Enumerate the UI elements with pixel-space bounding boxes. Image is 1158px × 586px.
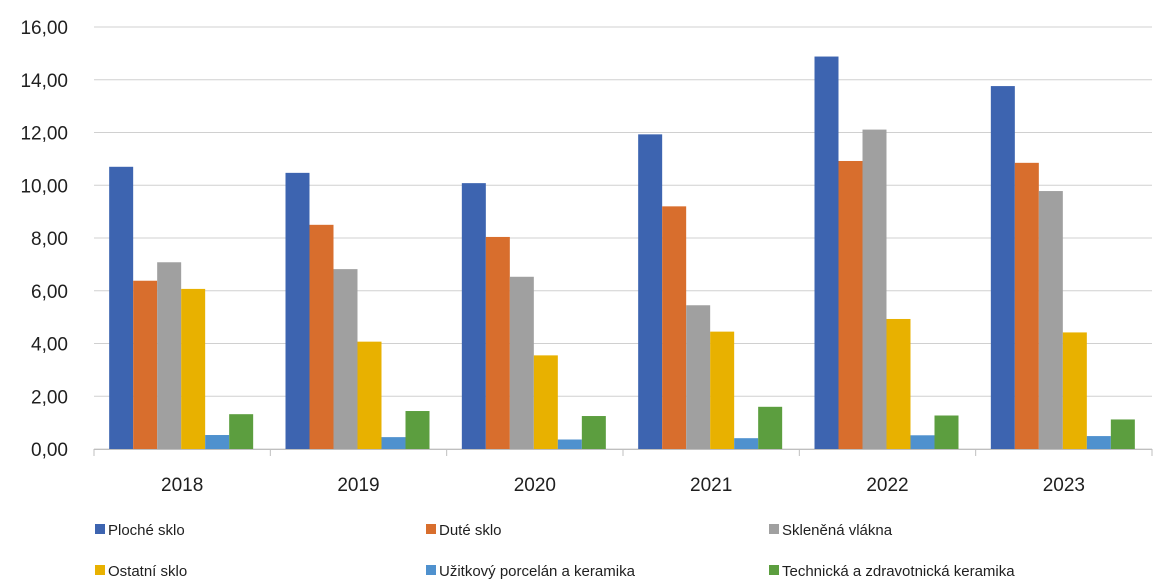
x-tick-label: 2023: [1043, 475, 1085, 496]
y-tick-label: 8,00: [31, 229, 68, 250]
x-axis: 2018 2019 2020 2021 2022 2023: [93, 449, 1153, 496]
bar-2022-series-4: [910, 435, 935, 449]
legend-swatch: [95, 565, 105, 575]
x-tick-label: 2021: [690, 475, 732, 496]
legend-label: Užitkový porcelán a keramika: [439, 563, 636, 580]
bar-2023-series-5: [1110, 419, 1135, 449]
bar-2023-series-3: [1062, 332, 1087, 449]
y-tick-label: 14,00: [20, 71, 68, 92]
bar-2023-series-0: [990, 86, 1015, 449]
bar-2020-series-1: [485, 236, 510, 449]
legend-label: Technická a zdravotnická keramika: [782, 563, 1015, 580]
bar-2020-series-2: [509, 276, 534, 449]
bar-2021-series-1: [662, 206, 687, 449]
bar-2018-series-0: [109, 166, 134, 449]
legend: Ploché sklo Duté sklo Skleněná vlákna Ostat…: [95, 522, 1015, 580]
y-tick-label: 2,00: [31, 387, 68, 408]
bar-2020-series-0: [461, 183, 486, 449]
bar-2021-series-4: [734, 438, 759, 449]
bar-2018-series-2: [157, 262, 182, 449]
y-tick-label: 4,00: [31, 335, 68, 356]
gridlines: [94, 26, 1152, 450]
bar-2018-series-3: [181, 288, 206, 449]
bar-2021-series-3: [710, 331, 735, 449]
y-tick-label: 12,00: [20, 124, 68, 145]
bar-2023-series-1: [1014, 162, 1039, 450]
bar-2022-series-1: [838, 160, 863, 450]
legend-swatch: [769, 565, 779, 575]
legend-label: Duté sklo: [439, 522, 502, 539]
bar-2023-series-4: [1086, 436, 1111, 449]
bar-2020-series-4: [557, 439, 582, 449]
bar-2019-series-0: [285, 172, 310, 449]
bar-2022-series-0: [814, 56, 839, 449]
y-tick-label: 6,00: [31, 282, 68, 303]
bar-2020-series-5: [581, 416, 606, 449]
legend-label: Ploché sklo: [108, 522, 185, 539]
bar-2022-series-2: [862, 129, 887, 449]
bar-2019-series-5: [405, 411, 430, 449]
y-tick-label: 0,00: [31, 440, 68, 461]
bar-2020-series-3: [533, 355, 558, 449]
legend-label: Ostatní sklo: [108, 563, 187, 580]
y-tick-label: 16,00: [20, 18, 68, 39]
bar-2021-series-2: [686, 305, 711, 449]
bar-2021-series-5: [758, 406, 783, 449]
x-tick-label: 2020: [514, 475, 556, 496]
x-tick-label: 2018: [161, 475, 203, 496]
y-axis-ticks: 0,00 2,00 4,00 6,00 8,00 10,00 12,00 14,00 16,00: [20, 18, 68, 461]
bar-2018-series-5: [229, 414, 254, 449]
bar-2023-series-2: [1038, 191, 1063, 450]
bar-2019-series-2: [333, 269, 358, 449]
bar-2022-series-5: [934, 415, 959, 449]
bar-2021-series-0: [638, 134, 663, 449]
legend-label: Skleněná vlákna: [782, 522, 893, 539]
bars: [109, 56, 1135, 450]
x-tick-label: 2019: [337, 475, 379, 496]
bar-2019-series-3: [357, 341, 382, 449]
y-tick-label: 10,00: [20, 176, 68, 197]
x-tick-label: 2022: [866, 475, 908, 496]
bar-2018-series-1: [133, 280, 158, 449]
legend-swatch: [95, 524, 105, 534]
bar-2019-series-1: [309, 224, 334, 449]
bar-2022-series-3: [886, 318, 911, 449]
legend-swatch: [426, 565, 436, 575]
bar-2019-series-4: [381, 437, 406, 449]
bar-2018-series-4: [205, 435, 230, 449]
legend-swatch: [426, 524, 436, 534]
legend-swatch: [769, 524, 779, 534]
